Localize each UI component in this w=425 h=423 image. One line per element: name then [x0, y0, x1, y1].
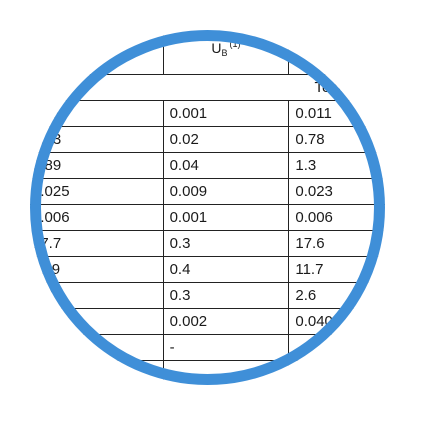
table-cell: 0.017 [30, 100, 164, 127]
table-cell: 0.4 [162, 256, 290, 283]
table-cell [288, 360, 385, 385]
table-row: 0.020 0.002 0.040 [30, 308, 385, 335]
table-cell: 0.009 [162, 178, 290, 205]
table-row: 0.017 0.001 0.011 [30, 100, 385, 127]
table-cell: 0.040 [288, 308, 385, 335]
table-cell: 0.006 [30, 204, 164, 231]
header-cell-ub: UB(1) [162, 30, 290, 75]
table-cell: 0.78 [288, 126, 385, 153]
table-row: 2.8 0.3 2.6 [30, 282, 385, 309]
table-cell: 0.02 [162, 126, 290, 153]
table-cell: 0.001 [162, 100, 290, 127]
table-cell: 2.6 [288, 282, 385, 309]
ub-subscript: B [221, 47, 228, 58]
table-header-row: UB(1) [30, 30, 385, 75]
table-cell [30, 360, 164, 385]
table-cell: 0.002 [162, 308, 290, 335]
section-title: Test results [% [30, 74, 385, 101]
table-cell: - [162, 360, 290, 385]
table-row: 17.7 0.3 17.6 [30, 230, 385, 257]
table-cell: 1.3 [288, 152, 385, 179]
table-cell: 2.8 [30, 282, 164, 309]
table-cell: 0.001 [30, 334, 164, 361]
table-cell: 11.7 [288, 256, 385, 283]
header-cell-blank-right [288, 30, 385, 75]
table-row: 0.025 0.009 0.023 [30, 178, 385, 205]
table-cell: 0.3 [162, 230, 290, 257]
table-cell: 0.3 [162, 282, 290, 309]
results-table: UB(1) Test results [% 0.0170.0010.0110.8… [30, 30, 385, 385]
table-cell: 0.020 [30, 308, 164, 335]
table-cell: 0.001 [162, 204, 290, 231]
table-row: 0.001- [30, 334, 385, 361]
table-row: 11.9 0.4 11.7 [30, 256, 385, 283]
table-row: - [30, 360, 385, 385]
header-cell-blank [30, 30, 164, 75]
table-cell: 0.011 [288, 100, 385, 127]
table-cell [288, 334, 385, 361]
section-title-row: Test results [% [30, 74, 385, 101]
table-cell: 0.89 [30, 152, 164, 179]
table-cell: 0.023 [288, 178, 385, 205]
ub-symbol: U [211, 39, 222, 56]
table-cell: 0.83 [30, 126, 164, 153]
table-row: 0.83 0.02 0.78 [30, 126, 385, 153]
ub-footnote-marker: (1) [229, 38, 241, 49]
table-row: 0.89 0.04 1.3 [30, 152, 385, 179]
table-cell: 0.006 [288, 204, 385, 231]
table-cell: 0.025 [30, 178, 164, 205]
table-row: 0.006 0.001 0.006 [30, 204, 385, 231]
table-cell: - [162, 334, 290, 361]
table-cell: 0.04 [162, 152, 290, 179]
table-cell: 11.9 [30, 256, 164, 283]
table-cell: 17.7 [30, 230, 164, 257]
magnifier-lens: UB(1) Test results [% 0.0170.0010.0110.8… [30, 30, 385, 385]
table-cell: 17.6 [288, 230, 385, 257]
document-page: UB(1) Test results [% 0.0170.0010.0110.8… [30, 30, 385, 385]
